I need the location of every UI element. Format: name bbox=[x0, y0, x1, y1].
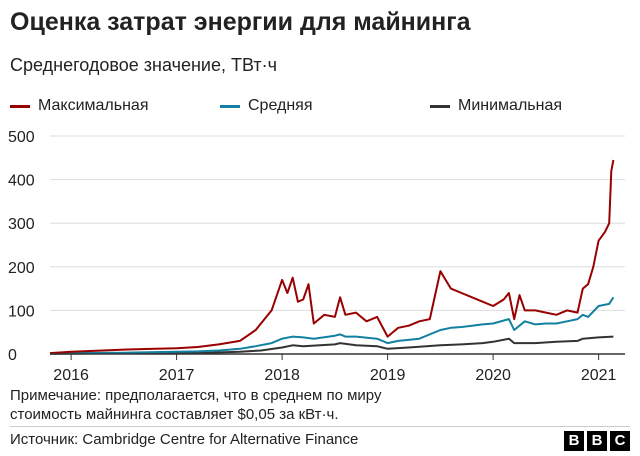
legend-swatch-avg bbox=[220, 104, 240, 108]
bbc-logo-letter: B bbox=[587, 431, 607, 451]
bbc-logo: B B C bbox=[564, 431, 630, 451]
series-line-avg bbox=[49, 296, 615, 355]
axes: 0 100 200 300 400 500 2016 2017 2018 2019 2020 2021 bbox=[8, 129, 625, 384]
y-tick-label: 500 bbox=[8, 129, 35, 146]
y-tick-label: 400 bbox=[8, 173, 35, 190]
chart-title: Оценка затрат энергии для майнинга bbox=[10, 8, 471, 36]
x-tick-label: 2018 bbox=[264, 367, 300, 384]
grid-lines bbox=[50, 135, 625, 311]
series-line-max bbox=[49, 159, 615, 355]
line-chart: 0 100 200 300 400 500 2016 2017 2018 2019 2020 2021 bbox=[8, 129, 625, 384]
legend-item-min: Минимальная bbox=[430, 97, 562, 115]
x-tick-label: 2019 bbox=[370, 367, 406, 384]
x-tick-label: 2020 bbox=[475, 367, 511, 384]
footer-divider bbox=[10, 426, 630, 427]
y-tick-label: 100 bbox=[8, 303, 35, 320]
y-tick-label: 0 bbox=[8, 347, 17, 364]
note-line-2: стоимость майнинга составляет $0,05 за к… bbox=[10, 406, 339, 423]
bbc-logo-letter: C bbox=[610, 431, 630, 451]
legend-item-max: Максимальная bbox=[10, 97, 149, 115]
legend-swatch-max bbox=[10, 104, 30, 108]
y-tick-label: 300 bbox=[8, 216, 35, 233]
legend-label-max: Максимальная bbox=[38, 97, 149, 114]
x-tick-label: 2017 bbox=[159, 367, 195, 384]
x-tick-label: 2021 bbox=[581, 367, 617, 384]
legend-label-avg: Средняя bbox=[248, 97, 313, 114]
note-line-1: Примечание: предполагается, что в средне… bbox=[10, 387, 382, 404]
bbc-logo-letter: B bbox=[564, 431, 584, 451]
legend-label-min: Минимальная bbox=[458, 97, 563, 114]
series-line-min bbox=[49, 335, 614, 355]
series-lines bbox=[49, 159, 615, 355]
chart-subtitle: Среднегодовое значение, ТВт·ч bbox=[10, 55, 277, 75]
legend-swatch-min bbox=[430, 104, 450, 108]
x-tick-label: 2016 bbox=[53, 367, 89, 384]
y-tick-label: 200 bbox=[8, 260, 35, 277]
chart-note: Примечание: предполагается, что в средне… bbox=[10, 386, 381, 424]
legend-item-avg: Средняя bbox=[220, 97, 313, 115]
source-text: Источник: Cambridge Centre for Alternati… bbox=[10, 431, 359, 448]
